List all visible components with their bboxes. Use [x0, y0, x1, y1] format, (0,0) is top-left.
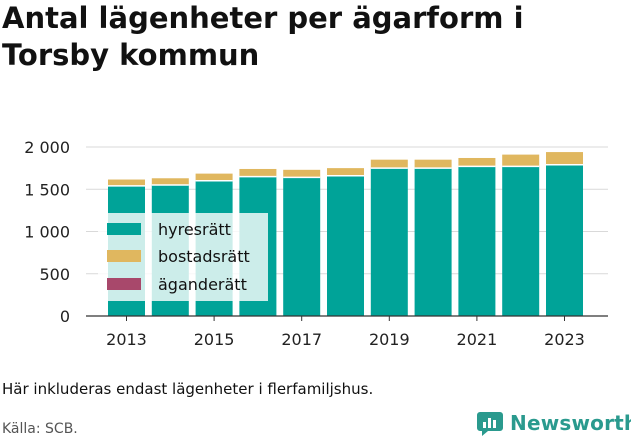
bar-segment: [370, 168, 408, 316]
legend-label: äganderätt: [158, 275, 247, 294]
bar-segment: [195, 173, 233, 181]
bar-segment: [458, 157, 496, 167]
bar-segment: [546, 152, 583, 165]
bar-segment: [239, 168, 277, 177]
bar-segment: [458, 166, 496, 316]
x-tick-label: 2023: [544, 330, 585, 349]
legend-label: bostadsrätt: [158, 247, 250, 266]
y-tick-label: 1 000: [24, 223, 70, 242]
bar-segment: [414, 159, 452, 169]
bar-segment: [502, 154, 540, 167]
x-tick-label: 2013: [106, 330, 147, 349]
footnote: Här inkluderas endast lägenheter i flerf…: [2, 380, 374, 398]
bar-segment: [370, 159, 408, 169]
bar-segment: [327, 175, 364, 316]
chart-title: Antal lägenheter per ägarform i Torsby k…: [2, 1, 524, 72]
bar-segment: [283, 177, 321, 316]
legend: hyresrätt bostadsrätt äganderätt: [98, 213, 268, 301]
chart-canvas: 0 500 1 000 1 500 2 000 2013 2015 2017 2019 2021 2…: [24, 138, 608, 349]
legend-swatch: [107, 250, 141, 262]
y-tick-label: 500: [39, 265, 70, 284]
y-tick-label: 1 500: [24, 180, 70, 199]
brand-name: Newsworthy: [510, 411, 631, 435]
bar-segment: [108, 179, 145, 186]
bar-segment: [327, 168, 364, 176]
bar-segment: [151, 178, 189, 186]
bar-segment: [502, 166, 540, 316]
y-tick-label: 2 000: [24, 138, 70, 157]
bar-segment: [414, 168, 452, 316]
axes: 0 500 1 000 1 500 2 000 2013 2015 2017 2019 2021 2…: [24, 138, 608, 349]
legend-swatch: [107, 223, 141, 235]
y-tick-label: 0: [60, 307, 70, 326]
x-tick-label: 2015: [194, 330, 235, 349]
legend-label: hyresrätt: [158, 220, 231, 239]
x-tick-label: 2019: [369, 330, 410, 349]
newsworthy-chart-logo-icon: [477, 412, 503, 436]
x-tick-label: 2021: [457, 330, 498, 349]
x-tick-label: 2017: [281, 330, 322, 349]
legend-swatch: [107, 278, 141, 290]
bar-segment: [546, 164, 583, 316]
source-text: Källa: SCB.: [2, 421, 78, 437]
brand-logo: Newsworthy: [476, 409, 631, 437]
bar-segment: [283, 169, 321, 178]
